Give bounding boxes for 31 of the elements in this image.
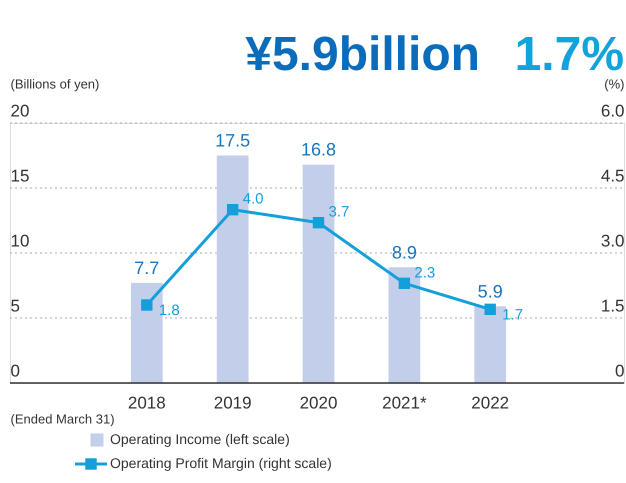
data-label: 1.8: [158, 302, 180, 319]
y2-tick-label: 3.0: [600, 232, 624, 250]
y-tick-label: 15: [10, 166, 30, 186]
data-label: 3.7: [328, 204, 350, 221]
data-label: 4.0: [242, 190, 264, 208]
y2-tick-label: 4.5: [600, 166, 624, 186]
data-label: 1.7: [502, 306, 524, 324]
y2-tick-label: 0: [615, 362, 624, 380]
data-label: 17.5: [215, 130, 250, 150]
y2-tick-label: 1.5: [600, 296, 624, 316]
data-label: 16.8: [300, 140, 336, 160]
y2-axis-title: (%): [604, 76, 624, 92]
data-label: 7.7: [134, 258, 160, 278]
text: ¥5.9billion: [245, 28, 480, 81]
x-tick-label: 2021*: [382, 394, 427, 412]
x-tick-label: 2018: [128, 394, 166, 412]
y2-tick-label: 6.0: [600, 102, 624, 120]
data-label: 2.3: [414, 264, 436, 282]
x-tick-label: 2020: [300, 394, 338, 412]
x-tick-label: 2019: [214, 394, 252, 412]
y-tick-label: 20: [10, 102, 30, 120]
y-tick-label: 0: [10, 362, 20, 380]
data-label: 5.9: [478, 281, 503, 302]
y-tick-label: 10: [10, 232, 30, 250]
legend-label: Operating Income (left scale): [110, 431, 290, 447]
legend-label: Operating Profit Margin (right scale): [110, 455, 332, 471]
x-axis-title: (Ended March 31): [10, 412, 115, 426]
y-axis-title: (Billions of yen): [10, 76, 100, 92]
data-label: 8.9: [392, 242, 417, 262]
x-tick-label: 2022: [471, 394, 510, 412]
y-tick-label: 5: [10, 296, 20, 316]
